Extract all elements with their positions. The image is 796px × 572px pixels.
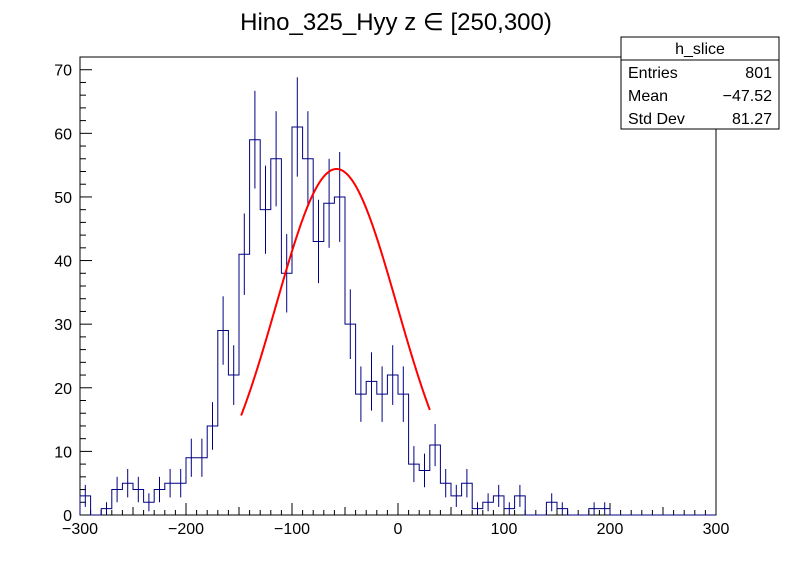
stats-mean-label: Mean — [628, 88, 668, 105]
stats-stddev-label: Std Dev — [628, 111, 685, 128]
x-tick-label: 200 — [597, 521, 624, 538]
histogram-series — [79, 126, 716, 516]
stats-box: h_slice Entries 801 Mean −47.52 Std Dev … — [620, 36, 780, 130]
x-tick-label: −300 — [62, 521, 98, 538]
stats-entries-value: 801 — [745, 65, 772, 82]
stats-box-name: h_slice — [675, 41, 725, 58]
y-tick-label: 0 — [63, 508, 72, 525]
y-tick-label: 70 — [54, 63, 72, 80]
y-tick-label: 40 — [54, 254, 72, 271]
x-tick-label: 100 — [491, 521, 518, 538]
histogram-outline — [79, 126, 716, 516]
stats-box-frame — [620, 36, 780, 130]
gaussian-fit — [240, 167, 431, 416]
stats-mean-value: −47.52 — [723, 88, 772, 105]
chart-title: Hino_325_Hyy z ∈ [250,300) — [240, 9, 552, 36]
axes: −300 −200 −100 0 100 200 300 0 10 20 30 40 50 60 70 — [54, 56, 730, 538]
fit-curve — [240, 167, 431, 416]
x-tick-label: 0 — [394, 521, 403, 538]
y-tick-label: 50 — [54, 190, 72, 207]
x-tick-label: 300 — [703, 521, 730, 538]
y-tick-label: 60 — [54, 126, 72, 143]
stats-stddev-value: 81.27 — [732, 111, 772, 128]
y-tick-label: 30 — [54, 317, 72, 334]
x-tick-label: −200 — [168, 521, 204, 538]
x-tick-label: −100 — [274, 521, 310, 538]
y-tick-label: 20 — [54, 381, 72, 398]
y-tick-label: 10 — [54, 444, 72, 461]
stats-entries-label: Entries — [628, 65, 678, 82]
